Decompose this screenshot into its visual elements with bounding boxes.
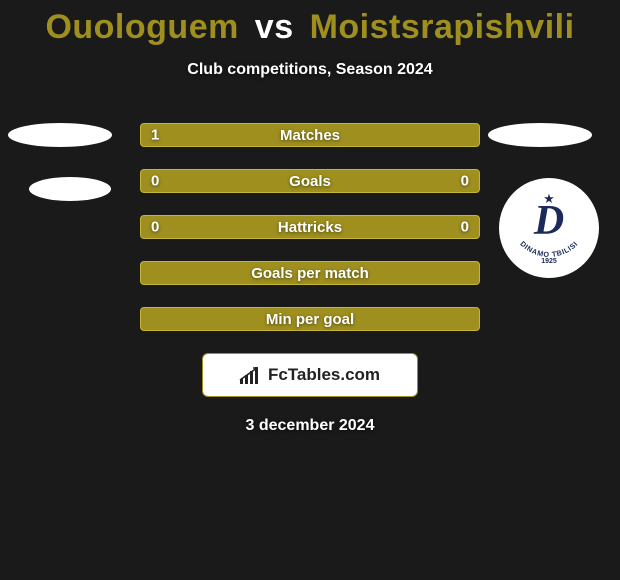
vs-text: vs (255, 8, 294, 46)
club-year-text: 1925 (541, 258, 557, 264)
chart-icon (240, 366, 262, 384)
stat-label: Matches (280, 127, 340, 144)
stat-bar: Goals per match (140, 261, 480, 285)
club-name-text: DINAMO TBILISI (518, 239, 579, 259)
club-logo-arc: DINAMO TBILISI 1925 (509, 238, 589, 264)
player2-name: Moistsrapishvili (310, 8, 575, 46)
comparison-area: ★ D DINAMO TBILISI 1925 1Matches0Goals00… (0, 123, 620, 331)
stat-label: Goals (289, 173, 331, 190)
club-logo-letter: D (534, 203, 564, 241)
comparison-title: Ouologuem vs Moistsrapishvili (0, 0, 620, 47)
stat-value-left: 0 (151, 219, 159, 236)
stat-bars: 1 Matches 0 Goals 0 0 Hattricks 0 Goals per matc… (140, 123, 480, 331)
season-subtitle: Club competitions, Season 2024 (0, 61, 620, 79)
branding-badge[interactable]: FcTables.com (202, 353, 418, 397)
stat-label: Min per goal (266, 311, 354, 328)
player2-club-logo: ★ D DINAMO TBILISI 1925 (499, 178, 599, 278)
svg-text:DINAMO TBILISI: DINAMO TBILISI (518, 239, 579, 259)
stat-bar: 1 Matches (140, 123, 480, 147)
stat-value-right: 0 (461, 173, 469, 190)
update-date: 3 december 2024 (0, 417, 620, 435)
player2-avatar-placeholder (488, 123, 592, 147)
stat-value-left: 0 (151, 173, 159, 190)
stat-label: Hattricks (278, 219, 342, 236)
player1-club-placeholder (29, 177, 111, 201)
stat-value-right: 0 (461, 219, 469, 236)
stat-bar: 0 Goals 0 (140, 169, 480, 193)
stat-bar: Min per goal (140, 307, 480, 331)
player1-name: Ouologuem (45, 8, 238, 46)
stat-label: Goals per match (251, 265, 369, 282)
stat-value-left: 1 (151, 127, 159, 144)
stat-bar: 0 Hattricks 0 (140, 215, 480, 239)
player1-avatar-placeholder (8, 123, 112, 147)
branding-text: FcTables.com (268, 365, 380, 385)
